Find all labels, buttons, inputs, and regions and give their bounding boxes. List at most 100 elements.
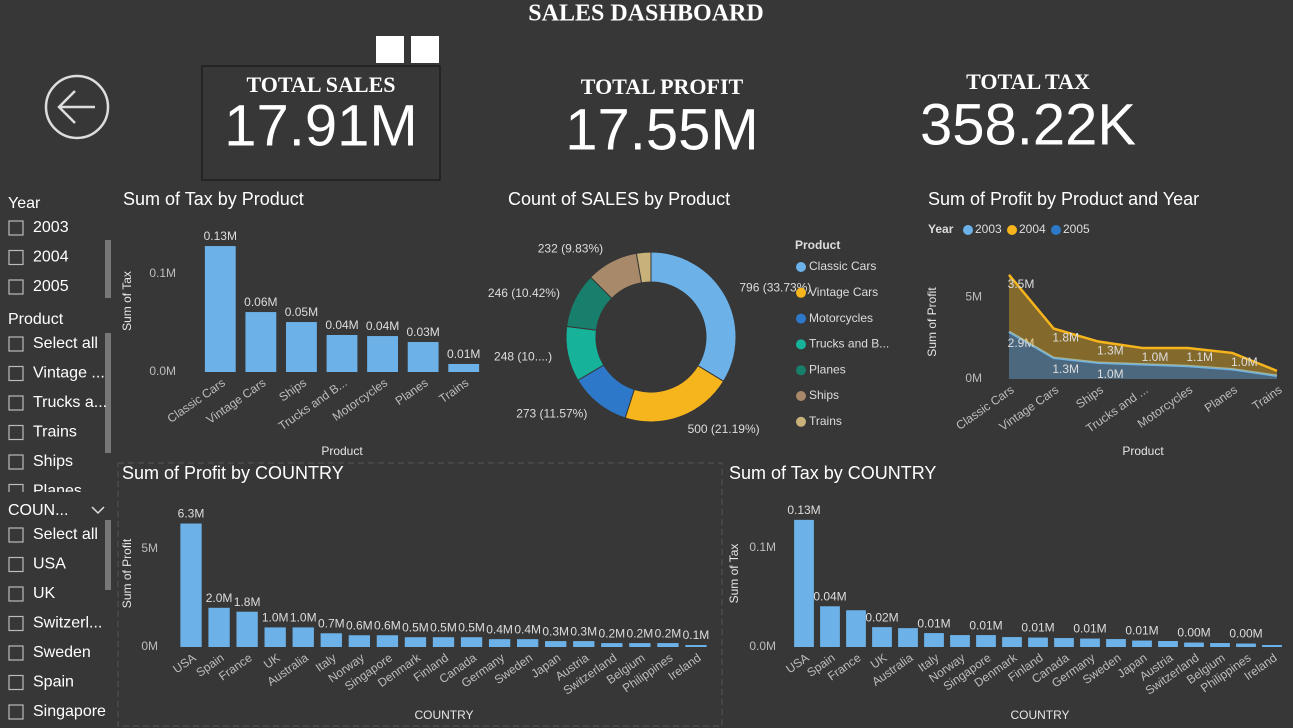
slicer-item[interactable]: Ships — [8, 453, 73, 470]
slicer-item[interactable]: Sweden — [8, 644, 91, 661]
y-tick-label: 0.0M — [149, 364, 176, 378]
data-label: 0.04M — [813, 589, 846, 603]
data-label: 0.2M — [598, 626, 625, 640]
chart-title: Sum of Profit by COUNTRY — [122, 463, 344, 483]
bar — [898, 628, 918, 647]
data-label: 1.8M — [1052, 331, 1079, 345]
data-label: 0.01M — [447, 347, 480, 361]
bar — [1262, 645, 1282, 647]
legend-label: Vintage Cars — [809, 285, 878, 299]
bar — [407, 342, 439, 372]
data-label: 246 (10.42%) — [488, 286, 560, 300]
data-label: 0.01M — [1125, 624, 1158, 638]
slicer-item[interactable]: Switzerl... — [8, 615, 102, 632]
legend-label: Motorcycles — [809, 311, 873, 325]
bar — [846, 610, 866, 647]
data-label: 0.2M — [655, 626, 682, 640]
slicer-item[interactable]: 2005 — [8, 278, 69, 295]
data-label: 2.9M — [1008, 336, 1035, 350]
data-label: 0.00M — [1229, 627, 1262, 641]
slicer-item-label: 2003 — [33, 219, 69, 236]
scrollbar[interactable] — [105, 333, 111, 453]
slicer-item[interactable]: 2004 — [8, 249, 69, 266]
slicer-item[interactable]: USA — [8, 556, 66, 573]
slicer-item-label: Select all — [33, 335, 98, 352]
slicer-item-label: Singapore — [33, 703, 106, 720]
data-label: 6.3M — [178, 507, 205, 521]
x-axis-label: COUNTRY — [1010, 708, 1069, 722]
data-label: 500 (21.19%) — [688, 422, 760, 436]
scrollbar[interactable] — [105, 520, 111, 590]
data-label: 0.01M — [1021, 621, 1054, 635]
legend-marker — [796, 365, 806, 376]
data-label: 0.1M — [683, 628, 710, 642]
data-label: 0.5M — [402, 620, 429, 634]
bar — [1132, 640, 1152, 647]
bar — [1184, 642, 1204, 647]
y-tick-label: 0.1M — [749, 540, 776, 554]
bar — [820, 606, 840, 647]
bar — [573, 641, 595, 647]
checkbox — [8, 556, 24, 573]
bar — [460, 637, 483, 647]
bar — [924, 633, 944, 647]
bar — [286, 322, 317, 372]
slicer-title: COUN... — [8, 502, 68, 519]
checkbox — [8, 336, 24, 352]
slicer-item[interactable]: Spain — [8, 674, 74, 691]
scrollbar[interactable] — [105, 240, 111, 298]
legend-marker — [796, 391, 806, 401]
slicer-item[interactable]: Planes — [8, 483, 82, 500]
x-axis-label: Product — [1122, 444, 1164, 458]
legend-label: Ships — [809, 388, 839, 402]
legend-marker — [796, 339, 806, 350]
data-label: 0.05M — [285, 305, 318, 319]
bar — [320, 633, 342, 647]
bar — [1080, 638, 1100, 647]
slicer-item[interactable]: Select all — [8, 335, 98, 352]
chart-title: Sum of Profit by Product and Year — [928, 189, 1199, 209]
back-button[interactable] — [44, 74, 110, 140]
dropdown-chevron[interactable] — [91, 506, 105, 515]
bar — [976, 635, 996, 647]
bar — [1210, 643, 1230, 647]
bar — [367, 336, 398, 372]
icon-square — [376, 36, 404, 63]
legend-label: 2003 — [975, 222, 1002, 236]
data-label: 0.02M — [865, 610, 898, 624]
icon-square — [411, 36, 439, 63]
data-label: 1.3M — [1052, 362, 1079, 376]
data-label: 0.01M — [1073, 622, 1106, 636]
bar — [516, 639, 539, 647]
slicer-item[interactable]: 2003 — [8, 219, 69, 236]
legend-marker — [796, 287, 806, 298]
bar — [1028, 637, 1048, 647]
area — [1009, 331, 1277, 379]
kpi-title: TOTAL TAX — [966, 69, 1090, 94]
slicer-items: Select all Vintage ... Trucks a... Trains Sh… — [8, 335, 107, 500]
bar — [404, 637, 427, 647]
data-label: 1.1M — [1186, 350, 1213, 364]
slicer-item[interactable]: Trains — [8, 424, 77, 441]
slicer-item[interactable]: Vintage ... — [8, 365, 105, 382]
legend-title: Product — [795, 238, 840, 252]
data-label: 0.06M — [244, 295, 277, 309]
slicer-item-label: Planes — [33, 483, 82, 500]
data-label: 0.03M — [406, 325, 439, 339]
checkbox — [8, 615, 24, 632]
y-axis-label: Sum of Tax — [727, 544, 741, 604]
slicer-item[interactable]: UK — [8, 585, 56, 602]
kpi-value: 358.22K — [920, 92, 1136, 157]
slicer-item[interactable]: Singapore — [8, 703, 106, 720]
bar — [1236, 643, 1256, 647]
bar — [1002, 637, 1022, 647]
data-label: 1.3M — [1097, 344, 1124, 358]
bar — [1158, 641, 1178, 647]
legend-label: 2004 — [1019, 222, 1046, 236]
slicer-title: Year — [8, 195, 41, 212]
kpi-value: 17.91M — [224, 93, 417, 158]
slicer-item-label: Trains — [33, 424, 77, 441]
bar — [326, 334, 358, 372]
slicer-item[interactable]: Trucks a... — [8, 394, 107, 411]
slicer-item[interactable]: Select all — [8, 526, 98, 543]
